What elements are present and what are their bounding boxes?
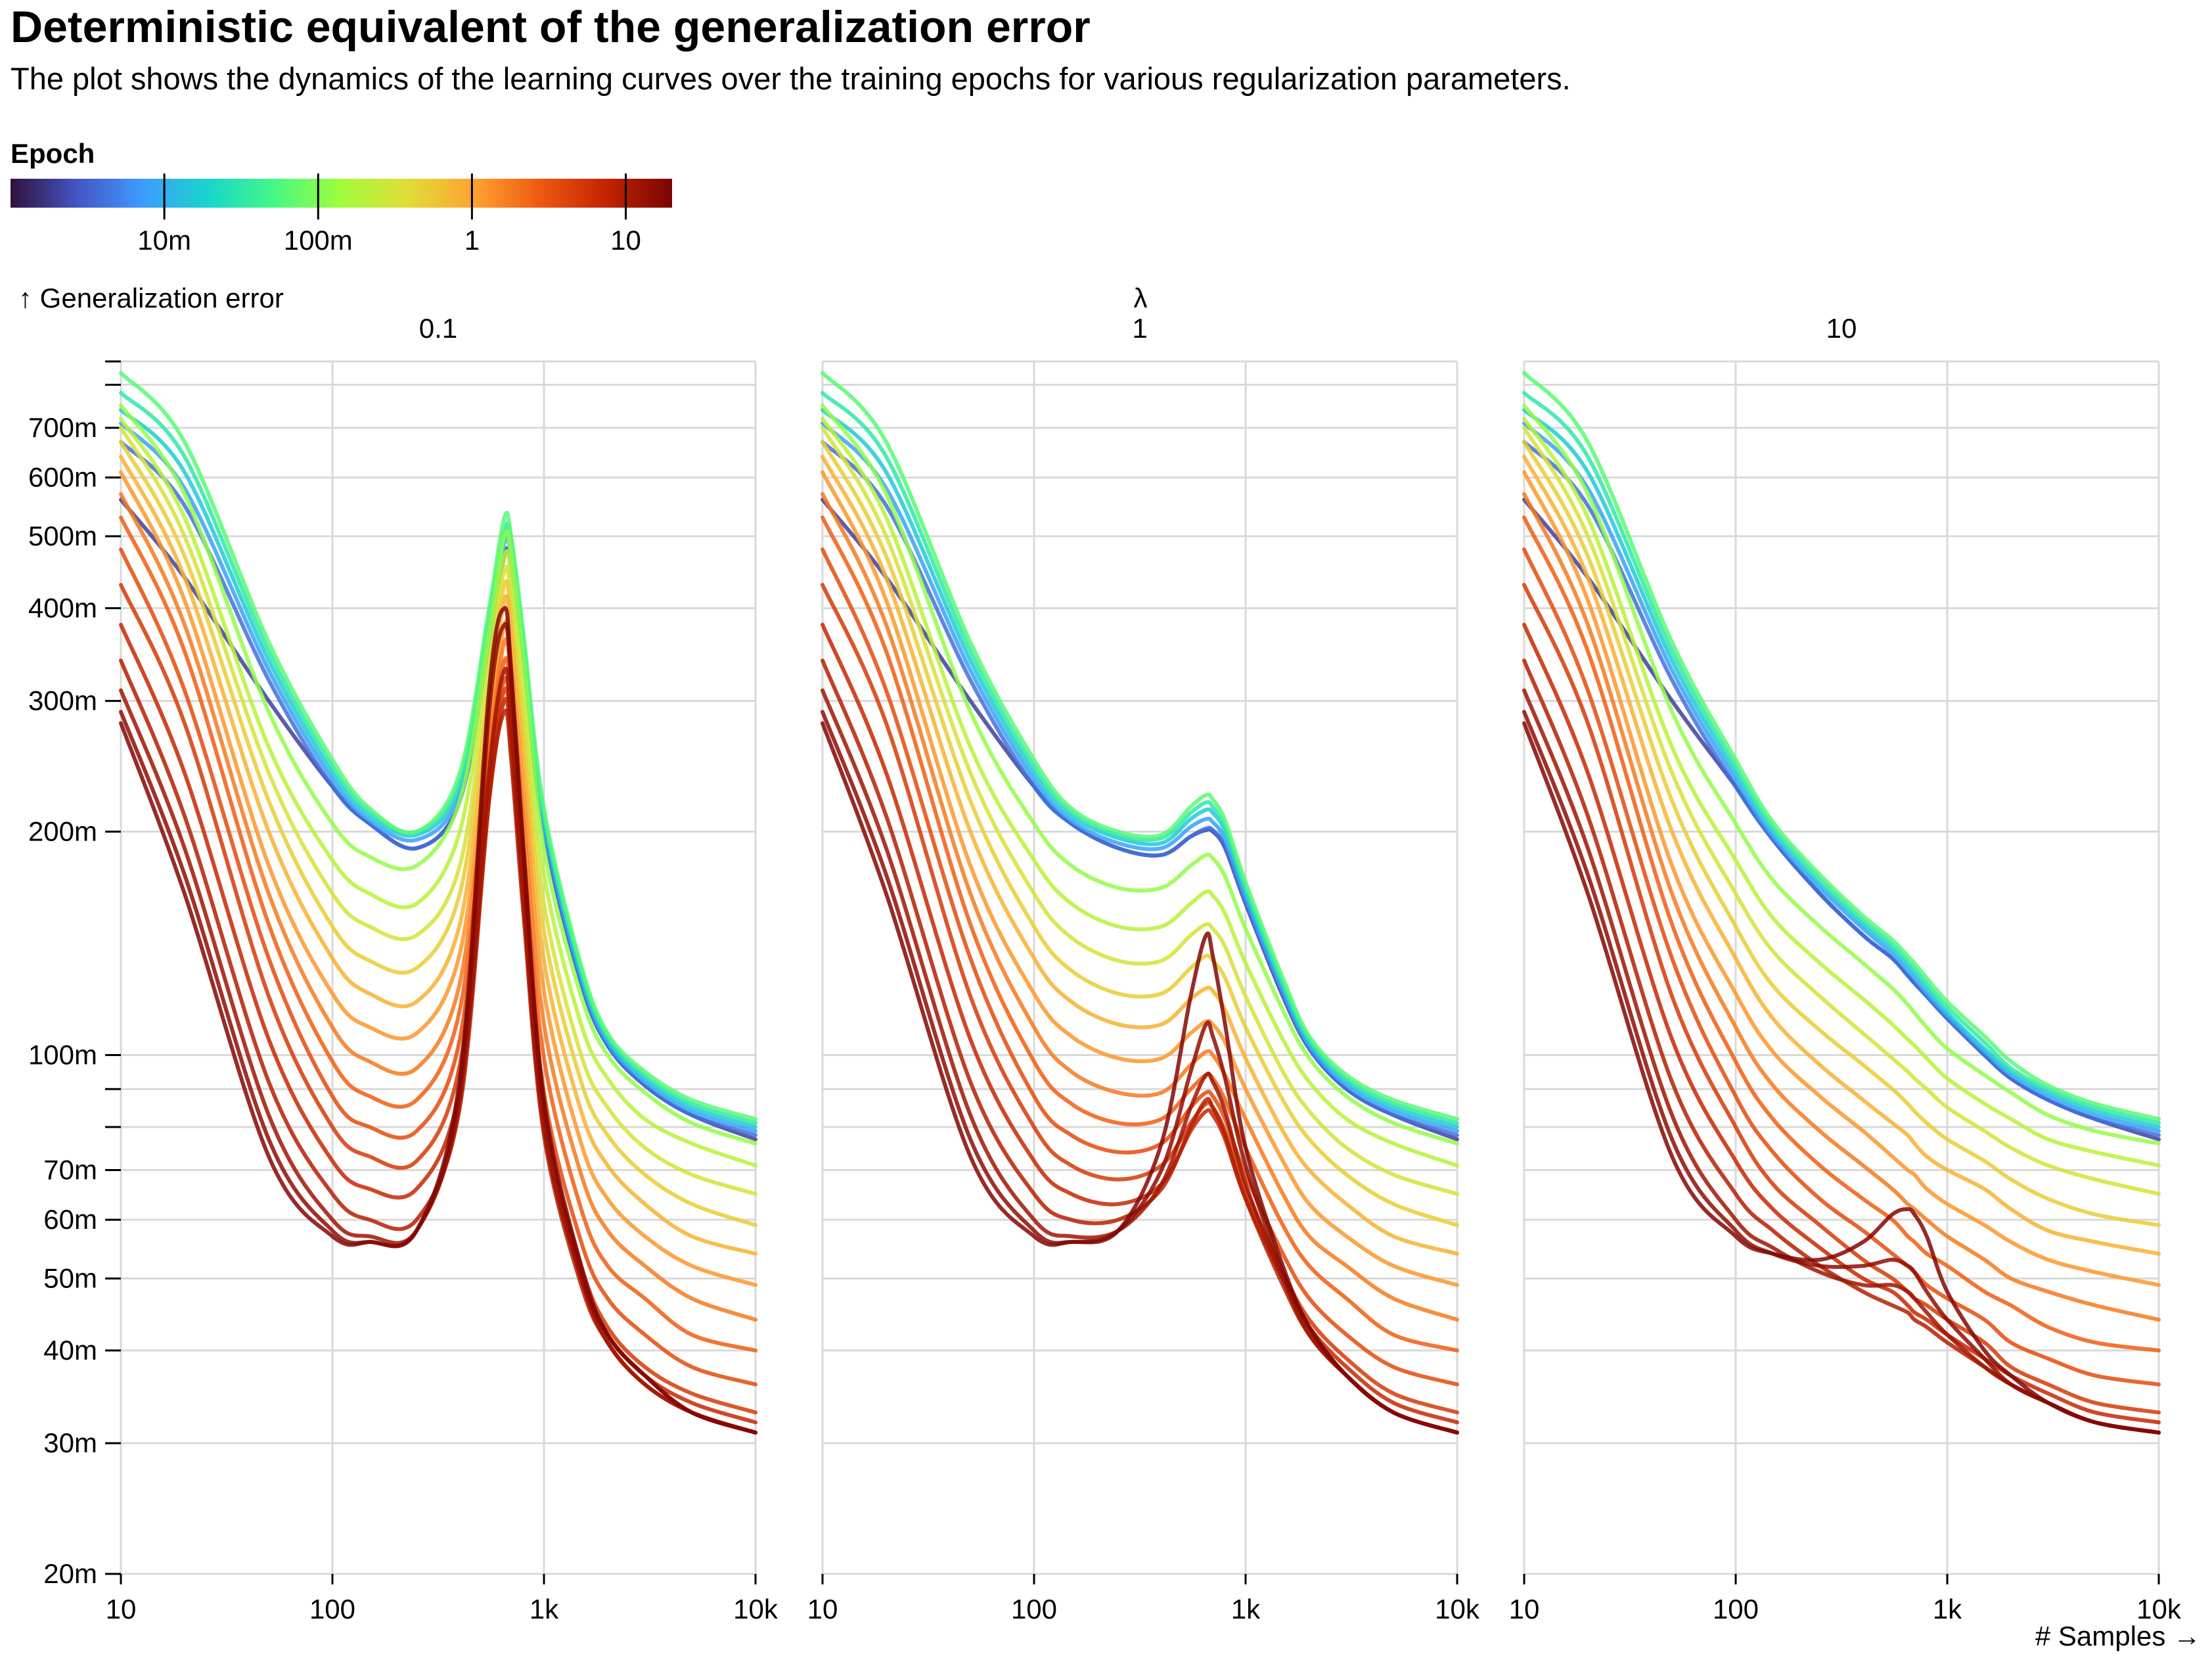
- x-tick-label: 10: [1509, 1594, 1540, 1624]
- legend-tick-label: 1: [464, 225, 480, 256]
- series-line: [1522, 622, 2161, 1425]
- series-line: [821, 470, 1459, 1287]
- x-tick-label: 100: [1011, 1594, 1057, 1624]
- chart-title: Deterministic equivalent of the generali…: [11, 2, 1091, 52]
- facet-label: 0.1: [419, 313, 457, 344]
- series-line: [119, 371, 757, 1121]
- legend-title: Epoch: [11, 138, 95, 169]
- series-line: [1522, 421, 2161, 1134]
- series-line: [821, 688, 1459, 1435]
- x-tick-label: 1k: [1231, 1594, 1261, 1624]
- series-line: [821, 407, 1459, 1129]
- facet-label: 1: [1132, 313, 1147, 344]
- y-tick-label: 100m: [28, 1040, 97, 1071]
- series-line: [119, 403, 757, 1146]
- series-line: [1522, 547, 2161, 1387]
- y-tick-label: 70m: [43, 1154, 97, 1185]
- y-tick-label: 600m: [28, 462, 97, 493]
- y-tick-label: 500m: [28, 520, 97, 551]
- series-line: [821, 403, 1459, 1146]
- series-line: [1522, 407, 2161, 1129]
- series-line: [119, 666, 757, 1435]
- x-tick-label: 100: [309, 1594, 355, 1624]
- series-line: [1522, 710, 2161, 1435]
- series-line: [821, 658, 1459, 1435]
- series-line: [119, 658, 757, 1435]
- series-line: [1522, 721, 2161, 1435]
- chart-subtitle: The plot shows the dynamics of the learn…: [11, 61, 1571, 96]
- y-tick-label: 50m: [43, 1263, 97, 1294]
- y-tick-label: 700m: [28, 412, 97, 443]
- y-tick-label: 300m: [28, 685, 97, 716]
- facet-variable-label: λ: [1134, 283, 1148, 313]
- series-line: [821, 440, 1459, 1228]
- series-line: [821, 371, 1459, 1121]
- series-line: [1522, 515, 2161, 1352]
- x-tick-label: 10k: [2136, 1594, 2182, 1624]
- series-line: [1522, 371, 2161, 1121]
- x-tick-label: 100: [1713, 1594, 1759, 1624]
- x-tick-label: 10k: [1435, 1594, 1480, 1624]
- series-line: [119, 426, 757, 1196]
- x-tick-label: 1k: [1933, 1594, 1962, 1624]
- epoch-legend: Epoch 10m 100m 1 10: [11, 138, 672, 256]
- series-line: [1522, 583, 2161, 1415]
- y-tick-label: 60m: [43, 1204, 97, 1235]
- series-line: [119, 583, 757, 1415]
- series-line: [119, 622, 757, 1425]
- series-line: [821, 426, 1459, 1196]
- y-tick-label: 200m: [28, 816, 97, 847]
- series-line: [119, 417, 757, 1168]
- series-line: [821, 622, 1459, 1425]
- y-tick-label: 20m: [43, 1558, 97, 1589]
- series-line: [821, 721, 1459, 1435]
- series-line: [821, 515, 1459, 1352]
- facet-panel: 0.1 10 100 1k 10k 20m 30m 40m 50m 60m 70m 100m 200m 3…: [28, 313, 779, 1624]
- y-tick-label: 30m: [43, 1427, 97, 1458]
- x-axis-label: # Samples →: [2035, 1621, 2201, 1651]
- series-line: [821, 417, 1459, 1168]
- y-tick-label: 400m: [28, 592, 97, 623]
- x-tick-label: 10: [106, 1594, 137, 1624]
- facet-panel: 1 10 100 1k 10k: [807, 313, 1480, 1624]
- y-tick-label: 40m: [43, 1335, 97, 1366]
- series-line: [1522, 470, 2161, 1287]
- legend-tick-label: 10m: [137, 225, 191, 256]
- series-line: [1522, 403, 2161, 1146]
- series-line: [1522, 492, 2161, 1322]
- legend-tick-label: 100m: [284, 225, 353, 256]
- series-line: [1522, 454, 2161, 1256]
- legend-color-ramp: [11, 179, 672, 208]
- legend-tick-label: 10: [610, 225, 641, 256]
- series-line: [1522, 426, 2161, 1196]
- series-line: [1522, 688, 2161, 1435]
- x-tick-label: 10: [807, 1594, 838, 1624]
- facet-panels: 0.1 10 100 1k 10k 20m 30m 40m 50m 60m 70m 100m 200m 3…: [28, 313, 2182, 1624]
- y-axis-label: ↑ Generalization error: [18, 283, 284, 313]
- series-line: [1522, 390, 2161, 1125]
- series-line: [821, 440, 1459, 1138]
- series-line: [1522, 440, 2161, 1138]
- series-line: [1522, 440, 2161, 1228]
- facet-panel: 10 10 100 1k 10k: [1509, 313, 2182, 1624]
- x-tick-label: 10k: [733, 1594, 779, 1624]
- facet-label: 10: [1826, 313, 1857, 344]
- series-line: [119, 606, 757, 1435]
- x-tick-label: 1k: [530, 1594, 559, 1624]
- series-line: [1522, 417, 2161, 1168]
